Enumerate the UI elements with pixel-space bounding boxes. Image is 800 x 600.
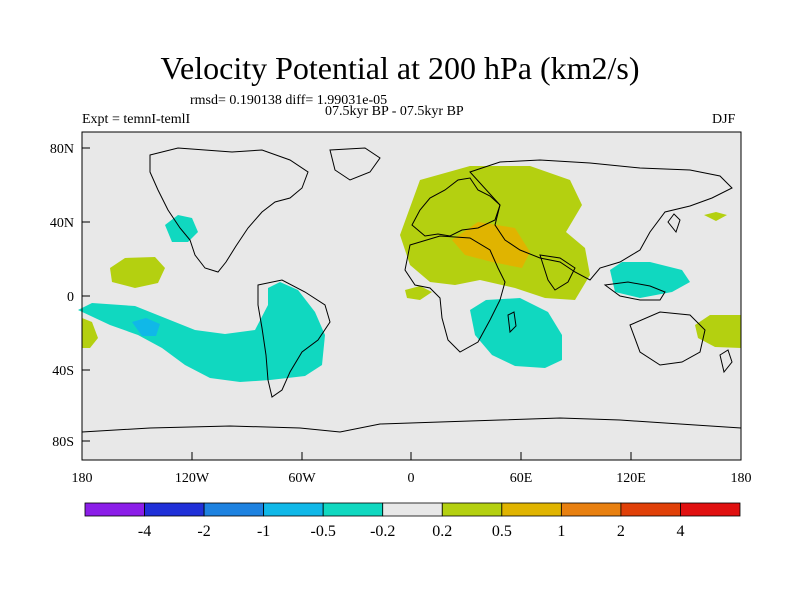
coast-greenland — [329, 147, 381, 181]
positive-anomaly-west-edge — [82, 318, 98, 348]
colorbar-swatch — [501, 502, 562, 517]
longitude-axis: 180 120W 60W 0 60E 120E 180 — [72, 452, 752, 486]
colorbar-swatch — [322, 502, 384, 517]
colorbar-label: -0.5 — [311, 523, 336, 540]
colorbar-label: -1 — [257, 523, 270, 540]
colorbar-label: 0.5 — [492, 523, 512, 540]
coast-madagascar — [507, 311, 517, 334]
colorbar-swatch — [144, 502, 205, 517]
lat-tick-label: 80S — [52, 435, 74, 450]
coast-asia — [469, 159, 733, 281]
lon-tick-label: 120E — [616, 471, 646, 486]
negative-anomaly-south-america — [78, 282, 325, 382]
positive-anomaly-central-pacific — [110, 257, 165, 288]
lat-tick-label: 0 — [67, 290, 74, 305]
period-label: 07.5kyr BP - 07.5kyr BP — [325, 104, 464, 119]
colorbar-swatch — [263, 502, 324, 517]
lon-tick-label: 60W — [288, 471, 316, 486]
positive-anomaly-indian-ocean — [405, 286, 432, 300]
lat-tick-label: 80N — [50, 142, 74, 157]
coast-australia — [629, 311, 706, 366]
coast-africa — [404, 235, 506, 353]
colorbar-swatch — [382, 502, 443, 517]
stats-label: rmsd= 0.190138 diff= 1.99031e-05 — [190, 93, 388, 108]
colorbar-swatch — [560, 502, 622, 517]
colorbar-label: -0.2 — [370, 523, 395, 540]
coast-europe — [411, 177, 501, 237]
coast-maritime-continent — [603, 281, 666, 301]
coast-new-zealand — [719, 349, 733, 374]
lon-tick-label: 180 — [72, 471, 93, 486]
lon-tick-label: 180 — [731, 471, 752, 486]
negative-anomaly-western-pacific — [610, 262, 690, 298]
colorbar-label: 4 — [676, 523, 684, 540]
colorbar-swatch — [84, 502, 145, 517]
lat-tick-label: 40N — [50, 216, 74, 231]
positive-anomaly-north-pacific — [704, 212, 727, 221]
positive-anomaly-eurasia-mid — [452, 222, 530, 268]
colorbar: -4 -2 -1 -0.5 -0.2 0.2 0.5 1 2 4 — [84, 502, 741, 540]
negative-anomaly-north-pacific — [165, 215, 198, 242]
experiment-label: Expt = temnI-temlI — [82, 112, 191, 127]
coast-north-america — [149, 147, 309, 273]
colorbar-swatch — [680, 502, 741, 517]
colorbar-label: -2 — [197, 523, 210, 540]
colorbar-label: 0.2 — [432, 523, 452, 540]
coast-south-america — [257, 279, 331, 398]
colorbar-label: 2 — [617, 523, 625, 540]
coast-antarctica — [81, 417, 742, 433]
coast-india — [539, 254, 576, 291]
latitude-axis: 80N 40N 0 40S 80S — [50, 142, 90, 450]
season-label: DJF — [712, 112, 736, 127]
negative-anomaly-southern-africa — [470, 298, 562, 368]
colorbar-label: 1 — [557, 523, 565, 540]
anomaly-fields — [78, 166, 741, 382]
colorbar-swatch — [620, 502, 681, 517]
coastlines — [81, 147, 742, 433]
lon-tick-label: 120W — [175, 471, 210, 486]
lon-tick-label: 0 — [408, 471, 415, 486]
positive-anomaly-southwest-pacific — [695, 315, 741, 348]
map-title: Velocity Potential at 200 hPa (km2/s) — [160, 50, 640, 86]
negative-anomaly-south-pacific-core — [132, 318, 160, 336]
coast-japan — [667, 213, 681, 234]
lon-tick-label: 60E — [510, 471, 533, 486]
lat-tick-label: 40S — [52, 364, 74, 379]
colorbar-swatch — [203, 502, 265, 517]
colorbar-swatch — [441, 502, 503, 517]
colorbar-label: -4 — [138, 523, 151, 540]
